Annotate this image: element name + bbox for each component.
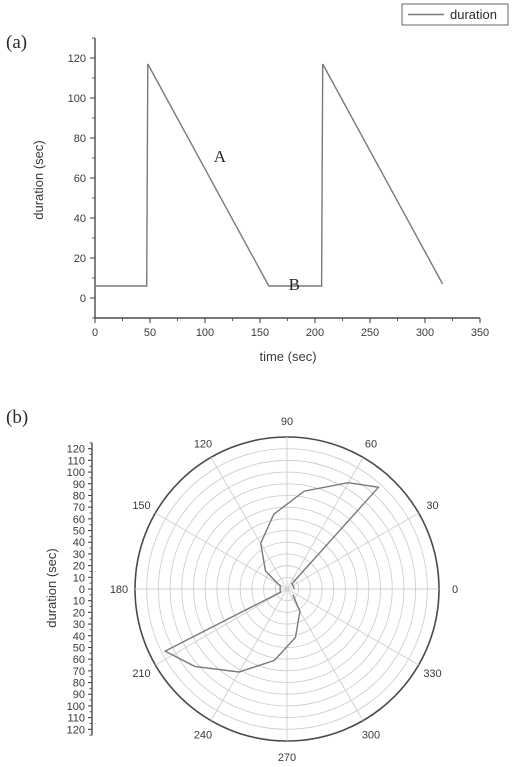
chart-b-spoke: [155, 512, 288, 590]
chart-b-radial-tick-label: 10: [73, 572, 85, 584]
chart-a-y-tick-label: 100: [68, 93, 86, 105]
chart-a-y-tick-label: 20: [74, 253, 86, 265]
chart-b-radial-tick-label: 50: [73, 642, 85, 654]
chart-b-angle-labels: 0 30 60 90 120 150 180 210 240 270 300 330: [110, 416, 458, 764]
chart-b-radial-tick-label: 20: [73, 561, 85, 573]
chart-b-radial-tick-label: 50: [73, 526, 85, 538]
chart-b-radial-tick-label: 110: [67, 713, 85, 725]
chart-b-radial-tick-label: 40: [73, 537, 85, 549]
chart-b-radial-tick-label: 60: [73, 654, 85, 666]
chart-a-ticks: 0 50 100 150 200 250 300 350 0 20 40 60 80 100 120: [68, 37, 489, 339]
chart-b-angle-label: 270: [278, 752, 296, 764]
chart-a-x-tick-label: 300: [416, 327, 434, 339]
chart-b-radial-tick-label: 120: [67, 444, 85, 456]
panel-a-label: (a): [6, 32, 27, 53]
chart-b-angle-label: 180: [110, 584, 128, 596]
chart-b-angle-label: 0: [452, 584, 458, 596]
chart-b-radial-tick-label: 10: [73, 596, 85, 608]
chart-b-radial-tick-label: 30: [73, 619, 85, 631]
chart-a-y-axis-title: duration (sec): [31, 140, 46, 219]
chart-a-x-tick-label: 250: [361, 327, 379, 339]
chart-a-x-tick-label: 350: [471, 327, 489, 339]
chart-b-angle-label: 90: [281, 416, 293, 428]
chart-b-radial-tick-label: 90: [73, 479, 85, 491]
chart-b-y-axis-title: duration (sec): [44, 548, 59, 627]
chart-a-annotations: AB: [214, 147, 300, 294]
chart-b-spoke: [155, 588, 288, 666]
chart-b-radial-tick-label: 110: [67, 455, 85, 467]
chart-b-radial-tick-label: 80: [73, 490, 85, 502]
chart-a-annotation-b: B: [289, 275, 300, 294]
chart-a-x-tick-label: 200: [306, 327, 324, 339]
chart-a-annotation-a: A: [214, 147, 227, 166]
chart-b-polar-grid: [134, 436, 440, 742]
chart-a-y-tick-label: 0: [80, 293, 86, 305]
chart-b-angle-label: 120: [194, 439, 212, 451]
chart-b-angle-label: 60: [365, 439, 377, 451]
chart-b-radial-tick-label: 100: [67, 467, 85, 479]
chart-b-radial-tick-label: 40: [73, 631, 85, 643]
chart-b-series-line: [163, 481, 380, 673]
chart-b-radial-tick-label: 70: [73, 502, 85, 514]
chart-b-radial-tick-label: 20: [73, 607, 85, 619]
chart-b-spoke: [210, 588, 288, 721]
legend: duration: [401, 3, 509, 26]
chart-b-angle-label: 30: [426, 500, 438, 512]
chart-a-x-axis-title: time (sec): [259, 349, 316, 364]
chart-a-series: [95, 63, 444, 287]
chart-b-spoke: [210, 457, 288, 590]
chart-a-y-tick-label: 80: [74, 133, 86, 145]
legend-box: [401, 3, 509, 26]
chart-a-x-tick-label: 50: [144, 327, 156, 339]
chart-b-radial-tick-label: 70: [73, 666, 85, 678]
chart-a-y-tick-label: 60: [74, 173, 86, 185]
chart-a-series-line: [95, 63, 444, 287]
chart-b-radial-tick-label: 60: [73, 514, 85, 526]
chart-a-x-tick-label: 0: [92, 327, 98, 339]
chart-a-y-tick-label: 120: [68, 53, 86, 65]
chart-b-angle-label: 150: [132, 500, 150, 512]
chart-b-radial-tick-label: 120: [67, 724, 85, 736]
chart-b-radial-axis: 1201101009080706050403020100102030405060…: [67, 442, 93, 736]
chart-a-axes: [94, 38, 480, 319]
chart-a-y-tick-label: 40: [74, 213, 86, 225]
chart-b-spoke: [286, 588, 419, 666]
chart-b-radial-tick-label: 100: [67, 701, 85, 713]
panel-b-label: (b): [6, 407, 28, 428]
chart-b-angle-label: 210: [132, 668, 150, 680]
chart-b-radial-tick-label: 0: [79, 584, 85, 596]
chart-b-radial-tick-label: 80: [73, 678, 85, 690]
chart-b-angle-label: 240: [194, 729, 212, 741]
chart-b-angle-label: 300: [362, 729, 380, 741]
chart-b-series: [163, 481, 380, 673]
legend-label: duration: [450, 7, 497, 22]
chart-b: (b) 120110100908070605040302010010203040…: [6, 407, 458, 764]
chart-a-x-tick-label: 150: [251, 327, 269, 339]
chart-b-spoke: [286, 457, 364, 590]
chart-b-radial-tick-label: 30: [73, 549, 85, 561]
chart-a-x-tick-label: 100: [196, 327, 214, 339]
chart-b-radial-tick-label: 90: [73, 689, 85, 701]
chart-a: (a) 0 50 100 150 200 250 300 350 0 20 40 60 80 100 120…: [6, 32, 489, 364]
chart-b-spoke: [286, 512, 419, 590]
chart-b-angle-label: 330: [423, 668, 441, 680]
